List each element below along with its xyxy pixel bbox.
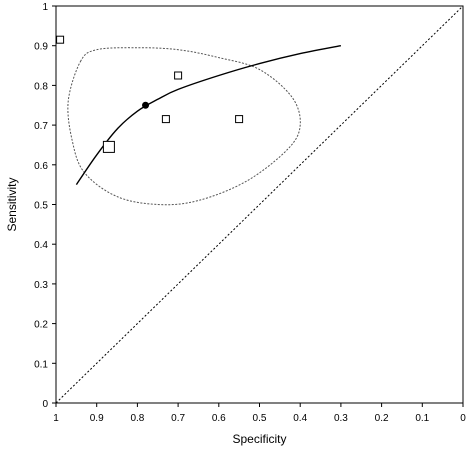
y-tick-label: 0.1 (34, 359, 48, 370)
study-point-5 (102, 140, 115, 153)
y-tick-label: 0.3 (34, 280, 48, 291)
x-tick-label: 0.5 (253, 413, 267, 424)
x-tick-label: 0.9 (90, 413, 104, 424)
x-tick-label: 0.2 (375, 413, 389, 424)
y-tick-label: 1 (42, 2, 48, 13)
x-tick-label: 1 (53, 413, 59, 424)
x-axis-label: Specificity (232, 432, 286, 446)
summary-point (142, 101, 150, 109)
x-axis-ticks: 1 0.9 0.8 0.7 0.6 0.5 0.4 0.3 0.2 0.1 0 (53, 403, 466, 424)
study-point-3 (161, 115, 170, 124)
y-tick-label: 0.7 (34, 121, 48, 132)
x-tick-label: 0.7 (171, 413, 185, 424)
study-point-1 (56, 35, 65, 44)
x-tick-label: 0 (460, 413, 466, 424)
study-points (56, 35, 244, 153)
study-point-2 (174, 71, 183, 80)
y-tick-label: 0.2 (34, 320, 48, 331)
confidence-region-ellipse (67, 47, 301, 206)
sroc-curve-line (75, 45, 342, 185)
y-tick-label: 0.5 (34, 201, 48, 212)
study-point-4 (235, 115, 244, 124)
y-axis-label: Sensitivity (5, 177, 19, 231)
x-tick-label: 0.1 (415, 413, 429, 424)
y-axis-ticks: 0 0.1 0.2 0.3 0.4 0.5 0.6 0.7 0.8 0.9 1 (34, 2, 56, 410)
reference-diagonal-line (55, 5, 464, 404)
y-tick-label: 0.4 (34, 240, 48, 251)
y-tick-label: 0 (42, 399, 48, 410)
x-tick-label: 0.6 (212, 413, 226, 424)
x-tick-label: 0.4 (293, 413, 307, 424)
plot-area (55, 5, 464, 404)
y-tick-label: 0.8 (34, 81, 48, 92)
x-tick-label: 0.8 (130, 413, 144, 424)
y-tick-label: 0.6 (34, 161, 48, 172)
x-tick-label: 0.3 (334, 413, 348, 424)
y-tick-label: 0.9 (34, 42, 48, 53)
